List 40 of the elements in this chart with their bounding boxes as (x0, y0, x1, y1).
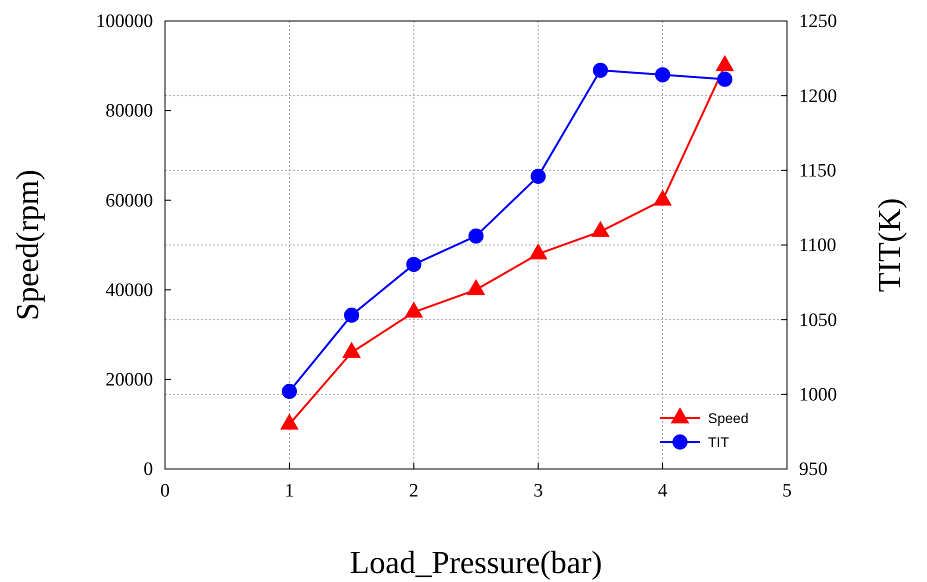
x-tick-label: 0 (160, 480, 170, 502)
point (404, 301, 424, 318)
point (468, 228, 484, 244)
x-tick-label: 1 (284, 480, 294, 502)
point (591, 220, 610, 237)
y2-tick-label: 1200 (799, 86, 837, 107)
x-tick-label: 4 (658, 480, 668, 502)
point (280, 413, 299, 430)
y-tick-label: 100000 (96, 11, 153, 32)
y2-axis-title: TIT(K) (871, 198, 907, 292)
y-tick-label: 80000 (106, 100, 153, 122)
point (344, 308, 360, 323)
y2-tick-label: 1250 (799, 11, 837, 32)
legend-label: Speed (708, 410, 748, 426)
y-tick-label: 20000 (106, 369, 153, 390)
y2-tick-label: 1000 (799, 384, 837, 406)
point (715, 55, 734, 72)
y-tick-label: 60000 (106, 190, 153, 212)
x-tick-label: 3 (533, 480, 543, 502)
x-tick-label: 5 (782, 480, 792, 502)
y-tick-label: 40000 (106, 280, 153, 301)
point (528, 243, 548, 260)
y2-tick-label: 1150 (799, 160, 836, 182)
legend-label: TIT (708, 434, 730, 450)
point (592, 62, 608, 78)
point (530, 168, 546, 184)
point (466, 279, 486, 296)
point (406, 256, 422, 272)
point (653, 189, 672, 206)
x-axis-title: Load_Pressure(bar) (350, 544, 602, 580)
point (282, 384, 297, 399)
y2-tick-label: 950 (799, 459, 828, 480)
y-axis-title: Speed(rpm) (9, 169, 45, 321)
point (717, 72, 732, 87)
y2-tick-label: 1050 (799, 310, 837, 331)
point (342, 342, 361, 358)
x-tick-label: 2 (409, 480, 419, 502)
point (655, 67, 670, 82)
y2-tick-label: 1100 (799, 235, 836, 256)
y-tick-label: 0 (144, 459, 153, 480)
